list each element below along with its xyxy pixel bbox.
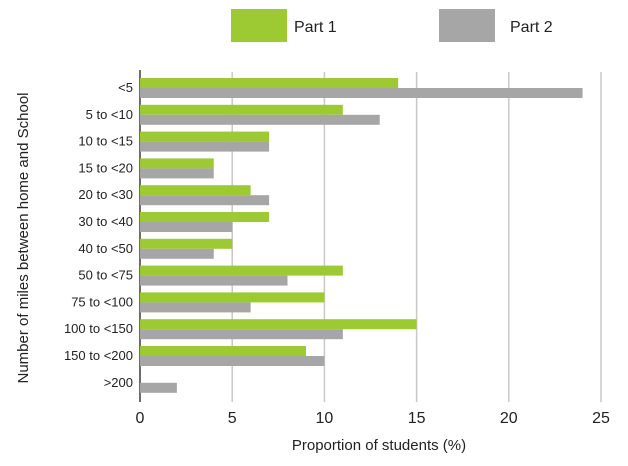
y-axis-label: Number of miles between home and School: [15, 93, 32, 384]
bar-part2: [140, 114, 380, 125]
y-tick-label: 150 to <200: [64, 348, 133, 363]
bar-part1: [140, 158, 214, 169]
y-tick-label: 40 to <50: [78, 241, 133, 256]
bar-part2: [140, 195, 270, 206]
y-tick-label: >200: [104, 375, 133, 390]
x-axis-label: Proportion of students (%): [292, 437, 466, 454]
y-tick-label: 15 to <20: [78, 160, 133, 175]
x-axis-tick-labels: 0 5 10 15 20 25: [136, 410, 610, 427]
bar-part2: [140, 302, 251, 313]
bar-part1: [140, 292, 325, 303]
bar-part1: [140, 265, 343, 276]
bar-part1: [140, 78, 399, 88]
x-tick-label: 5: [228, 410, 237, 427]
bar-part1: [140, 238, 233, 249]
y-tick-label: 75 to <100: [71, 294, 133, 309]
bar-part2: [140, 275, 288, 286]
grid-lines: [139, 70, 602, 402]
bars: [140, 78, 583, 393]
bar-part2: [140, 141, 270, 152]
legend: Part 1 Part 2: [231, 9, 553, 42]
bar-part2: [140, 356, 325, 366]
y-tick-label: <5: [118, 80, 133, 95]
x-tick-label: 25: [592, 410, 610, 427]
bar-part1: [140, 346, 306, 356]
x-tick-label: 10: [316, 410, 334, 427]
bar-part2: [140, 329, 343, 340]
legend-swatch: [439, 9, 495, 42]
bar-part2: [140, 222, 233, 232]
bar-part1: [140, 319, 417, 330]
y-axis-tick-labels: <5 5 to <10 10 to <15 15 to <20 20 to <30 30 …: [64, 80, 133, 390]
y-tick-label: 100 to <150: [64, 321, 133, 336]
bar-part2: [140, 382, 177, 393]
x-tick-label: 20: [500, 410, 518, 427]
bar-part2: [140, 248, 214, 259]
bar-part1: [140, 131, 270, 142]
legend-label: Part 2: [510, 19, 553, 36]
y-tick-label: 20 to <30: [78, 187, 133, 202]
legend-swatch: [231, 9, 287, 42]
y-tick-label: 5 to <10: [86, 107, 133, 122]
bar-part1: [140, 104, 343, 115]
y-tick-label: 10 to <15: [78, 134, 133, 149]
bar-part2: [140, 88, 583, 98]
x-tick-label: 0: [136, 410, 145, 427]
legend-label: Part 1: [294, 19, 337, 36]
x-tick-label: 15: [408, 410, 426, 427]
y-tick-label: 30 to <40: [78, 214, 133, 229]
bar-part1: [140, 185, 251, 196]
y-tick-label: 50 to <75: [78, 268, 133, 283]
bar-part2: [140, 168, 214, 179]
bar-part1: [140, 212, 270, 222]
